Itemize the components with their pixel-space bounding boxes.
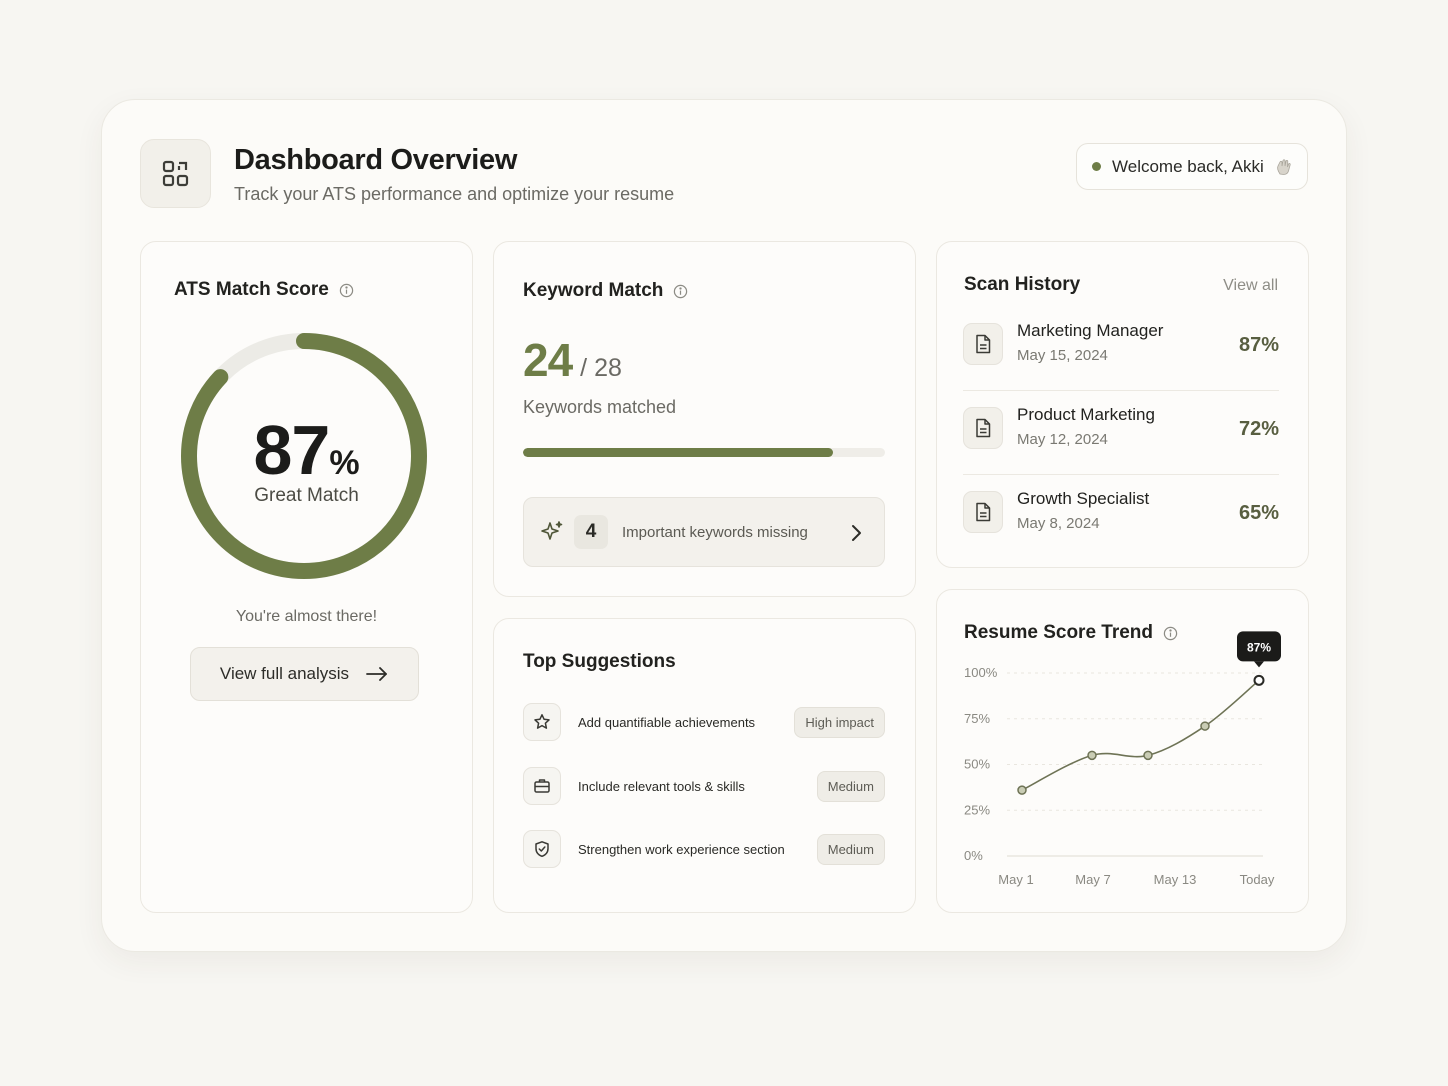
briefcase-icon [523,767,561,805]
score-message: You're almost there! [235,608,378,625]
ats-score-card: ATS Match Score 87% Great Match You're a… [140,241,473,913]
online-status-dot [1092,162,1101,171]
scan-date: May 12, 2024 [1017,431,1108,448]
page-subtitle: Track your ATS performance and optimize … [234,184,675,204]
arrow-right-icon [366,667,387,681]
view-full-analysis-label: View full analysis [219,664,350,683]
score-label: Great Match [254,485,359,506]
document-icon [963,491,1003,533]
trend-point [1087,750,1097,761]
suggestion-item[interactable]: Strengthen work experience section Mediu… [523,830,885,868]
top-suggestions-card: Top Suggestions Add quantifiable achieve… [493,618,916,913]
keyword-match-card: Keyword Match 24 / 28 Keywords matched 4… [493,241,916,597]
trend-callout-pointer [1254,661,1264,668]
scan-job-title: Marketing Manager [1017,321,1164,340]
ats-card-title: ATS Match Score [174,279,354,301]
keyword-title-text: Keyword Match [523,280,664,301]
scan-score: 72% [1238,418,1279,440]
x-tick-label: May 1 [998,872,1033,887]
scan-history-card: Scan History View all Marketing Manager … [936,241,1309,568]
info-icon[interactable] [673,284,688,299]
x-tick-label: Today [1240,872,1275,887]
chevron-right-icon [852,525,861,541]
keywords-matched-label: Keywords matched [523,397,677,417]
scan-date: May 15, 2024 [1017,347,1108,364]
page-title: Dashboard Overview [234,144,518,176]
star-icon [523,703,561,741]
scan-score: 65% [1238,502,1279,524]
suggestion-item[interactable]: Add quantifiable achievements High impac… [523,703,885,741]
x-tick-label: May 7 [1075,872,1110,887]
trend-point [1143,750,1153,761]
suggestion-item[interactable]: Include relevant tools & skills Medium [523,767,885,805]
info-icon[interactable] [339,283,354,298]
y-tick-label: 25% [964,802,990,817]
keyword-total-count: / 28 [580,354,622,382]
score-trend-card: Resume Score Trend 100% 75% 50% 25% 0% May 1 M… [936,589,1309,913]
scan-job-title: Growth Specialist [1017,489,1150,508]
scan-job-title: Product Marketing [1017,405,1155,424]
missing-keywords-button[interactable]: 4 Important keywords missing [523,497,885,567]
welcome-text: Welcome back, Akki [1112,156,1264,176]
keyword-matched-count: 24 [523,334,573,386]
impact-badge: High impact [794,707,885,738]
suggestion-text: Include relevant tools & skills [578,778,745,794]
suggestions-title: Top Suggestions [523,651,676,672]
welcome-badge: Welcome back, Akki [1076,143,1308,190]
trend-point [1200,721,1210,731]
scan-history-row[interactable]: Growth Specialist May 8, 2024 65% [963,475,1279,559]
scan-date: May 8, 2024 [1017,515,1100,532]
document-icon [963,407,1003,449]
view-all-link[interactable]: View all [1223,277,1278,294]
missing-keywords-label: Important keywords missing [622,523,808,541]
trend-card-title: Resume Score Trend [964,622,1178,644]
keyword-card-title: Keyword Match [523,280,688,302]
y-tick-label: 0% [964,848,983,863]
scan-history-row[interactable]: Marketing Manager May 15, 2024 87% [963,307,1279,391]
view-full-analysis-button[interactable]: View full analysis [190,647,419,701]
document-icon [963,323,1003,365]
shield-check-icon [523,830,561,868]
y-tick-label: 100% [964,665,998,680]
x-tick-label: May 13 [1154,872,1197,887]
dashboard-grid-icon [140,139,211,208]
score-value: 87% [141,410,472,490]
keyword-progress-fill [523,448,834,457]
missing-keywords-count: 4 [574,515,608,549]
trend-line [1021,679,1260,791]
sparkle-icon [541,521,563,540]
info-icon[interactable] [1163,626,1178,641]
impact-badge: Medium [816,771,885,802]
suggestion-text: Strengthen work experience section [578,841,785,857]
y-tick-label: 75% [964,711,990,726]
dashboard-frame: Dashboard Overview Track your ATS perfor… [101,99,1347,952]
y-tick-label: 50% [964,757,990,772]
trend-callout-box [1237,631,1281,662]
waving-hand-icon [1277,158,1291,175]
ats-title-text: ATS Match Score [174,279,329,300]
scan-history-title: Scan History [964,274,1081,295]
score-ring-arc [181,333,427,579]
scan-score: 87% [1238,334,1279,356]
score-number: 87 [253,411,330,489]
trend-callout-label: 87% [1247,640,1271,654]
keyword-progress-bar [523,448,885,457]
trend-point [1017,785,1027,795]
trend-title-text: Resume Score Trend [964,622,1154,643]
score-percent-sign: % [329,444,360,482]
keyword-count: 24 / 28 [523,333,622,387]
impact-badge: Medium [816,834,885,865]
suggestion-text: Add quantifiable achievements [578,714,756,730]
score-trend-chart: 100% 75% 50% 25% 0% May 1 May 7 May 13 Today 87% [964,631,1281,887]
trend-point [1253,674,1265,686]
scan-history-row[interactable]: Product Marketing May 12, 2024 72% [963,391,1279,475]
score-ring [179,331,429,581]
